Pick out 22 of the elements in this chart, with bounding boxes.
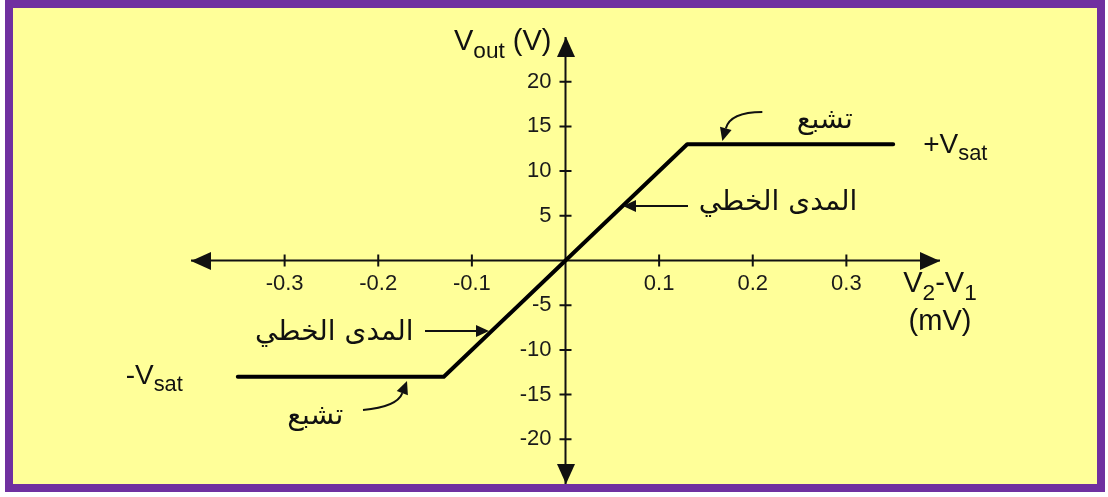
y-tick-label: 10 [527, 157, 552, 183]
y-tick-label: -15 [519, 380, 552, 406]
y-tick-label: -20 [519, 425, 552, 451]
x-tick-label: 0.3 [831, 269, 862, 295]
x-tick-label: -0.1 [452, 269, 491, 295]
annotation: المدى الخطي [254, 313, 414, 347]
y-tick-label: 5 [539, 201, 552, 227]
y-tick-label: -10 [519, 335, 552, 361]
annotation: المدى الخطي [698, 183, 858, 217]
annotation: -V$_{sat}$ [125, 358, 183, 397]
x-tick-label: 0.1 [643, 269, 675, 295]
x-tick-label: -0.2 [359, 269, 398, 295]
x-tick-label: 0.2 [737, 269, 769, 295]
y-axis-title: V$_{out}$ (V) [454, 24, 552, 64]
x-axis-title: V$_{2}$-V$_{1}$ (mV) [902, 265, 978, 338]
annotation: +V$_{sat}$ [923, 127, 988, 166]
annotation: تشبع [796, 101, 853, 135]
annotation: تشبع [287, 397, 344, 431]
y-tick-label: 15 [527, 112, 552, 138]
y-tick-label: -5 [531, 291, 552, 317]
y-tick-label: 20 [527, 67, 552, 93]
x-tick-label: -0.3 [265, 269, 304, 295]
